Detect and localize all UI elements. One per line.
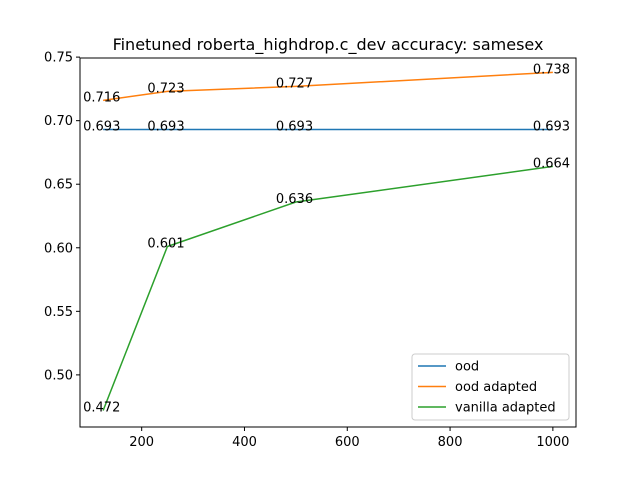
data-label: 0.636: [276, 192, 313, 207]
y-tick-label: 0.60: [44, 241, 73, 256]
legend-label: ood adapted: [455, 380, 537, 395]
data-label: 0.727: [276, 76, 313, 91]
data-label: 0.716: [83, 90, 120, 105]
y-tick-label: 0.65: [44, 178, 73, 193]
data-label: 0.601: [147, 237, 184, 252]
y-tick-label: 0.70: [44, 114, 73, 129]
data-label: 0.693: [147, 120, 184, 135]
series-line-ood-adapted: [103, 71, 553, 102]
x-tick-label: 600: [335, 435, 360, 450]
data-label: 0.693: [276, 120, 313, 135]
chart-title: Finetuned roberta_highdrop.c_dev accurac…: [113, 35, 544, 55]
data-label: 0.664: [533, 156, 570, 171]
data-label: 0.693: [533, 120, 570, 135]
axes: 200 400 600 800 1000 0.50 0.55 0.60 0.65 0.70 0.75: [44, 51, 577, 450]
data-label: 0.723: [147, 81, 184, 96]
plot-area: 0.693 0.693 0.693 0.693 0.716 0.723 0.727 0.738…: [83, 62, 570, 415]
x-tick-label: 1000: [536, 435, 569, 450]
axes-frame: [79, 57, 577, 428]
x-tick-label: 400: [232, 435, 257, 450]
data-label: 0.472: [83, 400, 120, 415]
x-tick-label: 200: [129, 435, 154, 450]
y-tick-label: 0.55: [44, 305, 73, 320]
series-line-vanilla-adapted: [102, 165, 553, 411]
legend-label: ood: [455, 360, 479, 375]
legend-box: [411, 353, 570, 421]
y-tick-label: 0.50: [44, 368, 73, 383]
legend-label: vanilla adapted: [455, 401, 556, 416]
x-tick-label: 800: [438, 435, 463, 450]
legend: ood ood adapted vanilla adapted: [411, 353, 570, 421]
data-label: 0.738: [533, 62, 570, 77]
y-tick-label: 0.75: [44, 51, 73, 66]
data-label: 0.693: [83, 120, 120, 135]
